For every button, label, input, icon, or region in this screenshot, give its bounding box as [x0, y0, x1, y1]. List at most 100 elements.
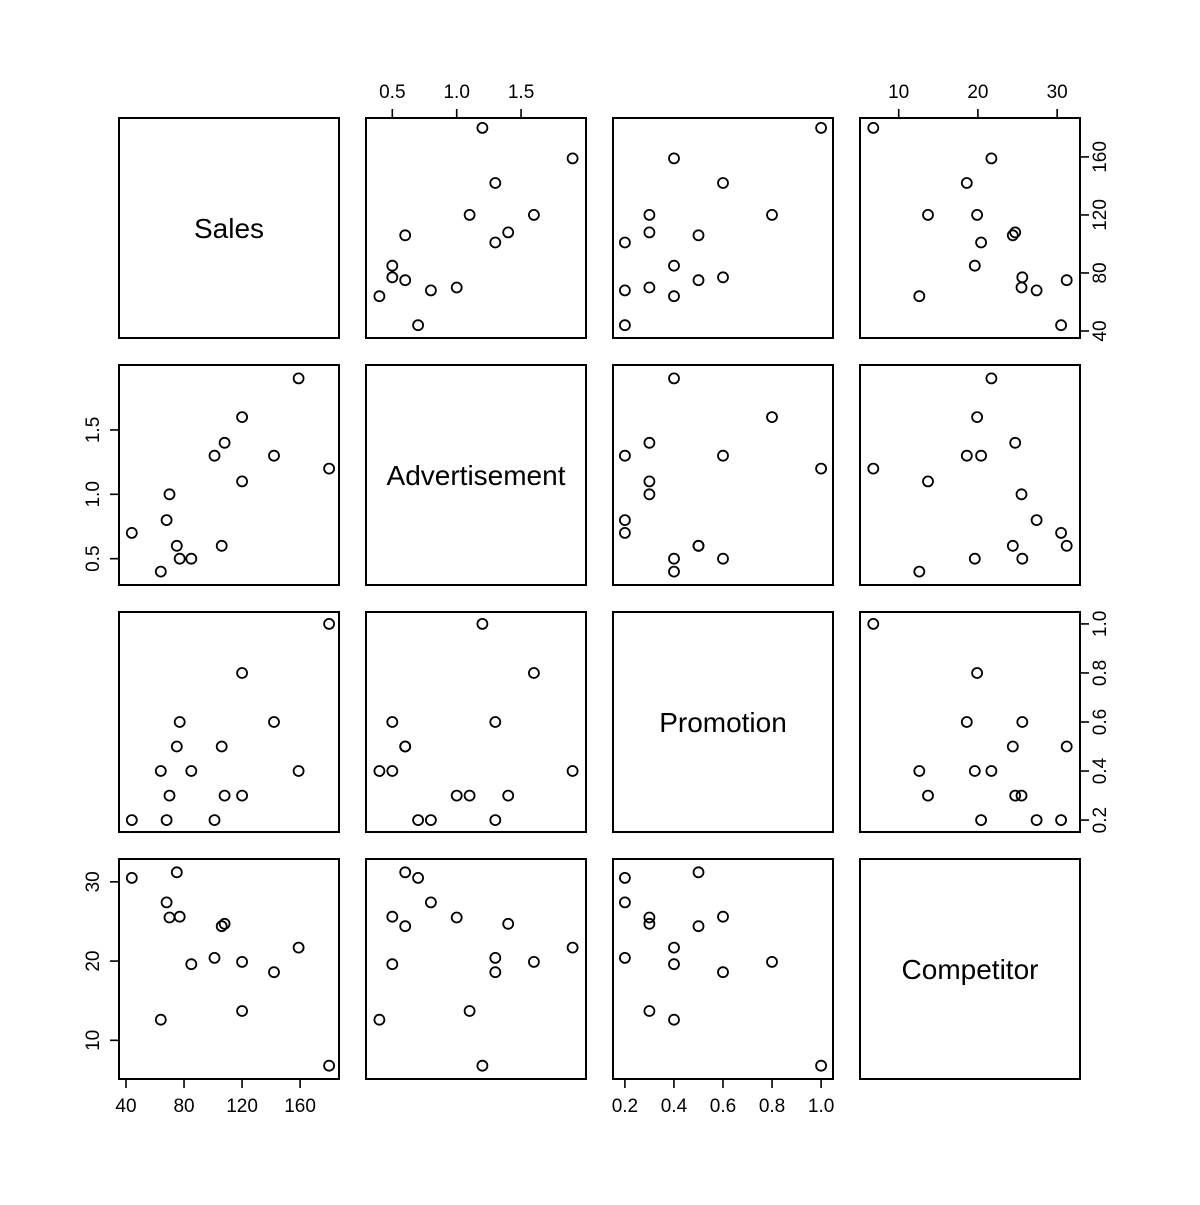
data-point-promotion-vs-sales-5: [218, 789, 231, 802]
panel-sales-vs-sales: [118, 117, 340, 339]
data-point-promotion-vs-competitor-2: [960, 716, 973, 728]
data-point-competitor-vs-sales-0: [323, 1059, 336, 1072]
data-point-promotion-vs-competitor-5: [1009, 789, 1022, 802]
data-point-promotion-vs-advertisement-11: [450, 789, 463, 802]
data-point-sales-vs-promotion-5: [643, 226, 656, 239]
data-point-promotion-vs-competitor-10: [1060, 740, 1073, 753]
data-point-promotion-vs-competitor-13: [913, 765, 926, 777]
data-point-advertisement-vs-promotion-5: [643, 436, 656, 449]
data-point-advertisement-vs-promotion-9: [717, 552, 729, 565]
data-point-promotion-vs-competitor-8: [968, 765, 981, 777]
data-point-sales-vs-advertisement-10: [399, 274, 412, 287]
data-point-competitor-vs-advertisement-3: [528, 956, 540, 968]
data-point-sales-vs-competitor-0: [867, 122, 880, 134]
data-point-sales-vs-promotion-9: [717, 271, 729, 284]
data-point-sales-vs-promotion-12: [619, 284, 631, 297]
data-point-advertisement-vs-competitor-1: [985, 372, 998, 385]
data-point-advertisement-vs-competitor-4: [922, 475, 934, 488]
data-point-advertisement-vs-sales-1: [292, 372, 305, 385]
data-point-sales-vs-competitor-3: [971, 208, 983, 221]
data-point-competitor-vs-promotion-4: [643, 1005, 656, 1017]
data-point-competitor-vs-advertisement-9: [386, 910, 399, 923]
data-point-competitor-vs-promotion-13: [668, 1013, 680, 1026]
panel-sales-vs-competitor: [859, 117, 1081, 339]
data-point-competitor-vs-advertisement-5: [502, 917, 515, 930]
data-point-sales-vs-promotion-14: [619, 319, 631, 332]
data-point-competitor-vs-sales-14: [125, 872, 138, 884]
panel-advertisement-vs-competitor: [859, 364, 1081, 586]
data-point-promotion-vs-sales-0: [323, 618, 336, 630]
data-point-competitor-vs-sales-3: [236, 956, 249, 968]
data-point-sales-vs-promotion-4: [643, 208, 656, 221]
y-tick-label-sales-2: 120: [1090, 199, 1111, 231]
data-point-advertisement-vs-promotion-3: [766, 411, 778, 424]
data-point-competitor-vs-sales-11: [163, 911, 176, 924]
data-point-competitor-vs-promotion-5: [643, 917, 656, 930]
y-tick-label-promotion-0: 0.2: [1090, 807, 1111, 833]
data-point-competitor-vs-advertisement-8: [386, 958, 399, 971]
data-point-sales-vs-promotion-11: [643, 281, 656, 294]
y-tick-label-advertisement-2: 1.5: [83, 417, 104, 443]
data-point-promotion-vs-sales-1: [292, 765, 305, 777]
data-point-sales-vs-competitor-10: [1060, 274, 1073, 287]
y-tick-label-advertisement-0: 0.5: [83, 545, 104, 571]
y-tick-label-competitor-1: 20: [83, 951, 104, 972]
y-tick-label-promotion-4: 1.0: [1090, 611, 1111, 637]
data-point-competitor-vs-promotion-10: [692, 866, 705, 879]
data-point-promotion-vs-advertisement-7: [489, 814, 502, 826]
data-point-competitor-vs-advertisement-13: [373, 1013, 386, 1026]
data-point-competitor-vs-advertisement-10: [399, 866, 412, 879]
data-point-competitor-vs-promotion-11: [643, 911, 656, 924]
data-point-advertisement-vs-sales-8: [185, 552, 198, 565]
x-tick-label-advertisement-1: 1.0: [443, 82, 469, 103]
data-point-promotion-vs-competitor-9: [1016, 716, 1029, 728]
data-point-promotion-vs-sales-3: [236, 667, 249, 679]
panel-promotion-vs-advertisement: [365, 611, 587, 833]
data-point-competitor-vs-sales-4: [236, 1005, 249, 1017]
x-tick-label-sales-1: 80: [173, 1096, 194, 1117]
data-point-competitor-vs-advertisement-14: [412, 872, 425, 884]
data-point-competitor-vs-sales-7: [208, 952, 221, 964]
data-point-promotion-vs-advertisement-5: [502, 789, 515, 802]
data-point-advertisement-vs-competitor-10: [1060, 539, 1073, 552]
data-point-advertisement-vs-promotion-8: [668, 552, 680, 565]
data-point-sales-vs-competitor-12: [1030, 284, 1043, 297]
data-point-advertisement-vs-competitor-3: [971, 411, 983, 424]
y-tick-label-sales-0: 40: [1090, 320, 1111, 341]
data-point-sales-vs-competitor-5: [1009, 226, 1022, 239]
data-point-competitor-vs-promotion-8: [668, 958, 680, 971]
x-tick-label-promotion-3: 0.8: [759, 1096, 785, 1117]
data-point-sales-vs-promotion-6: [692, 229, 705, 242]
x-tick-label-competitor-2: 30: [1047, 82, 1068, 103]
data-point-competitor-vs-sales-1: [292, 941, 305, 954]
data-point-promotion-vs-sales-9: [173, 716, 186, 728]
data-point-advertisement-vs-competitor-2: [960, 449, 973, 462]
data-point-competitor-vs-advertisement-6: [399, 920, 412, 933]
data-point-advertisement-vs-sales-2: [268, 449, 280, 462]
data-point-competitor-vs-sales-10: [170, 866, 183, 879]
data-point-competitor-vs-advertisement-1: [566, 941, 579, 954]
panel-advertisement-vs-sales: [118, 364, 340, 586]
data-point-advertisement-vs-sales-5: [218, 436, 231, 449]
data-point-competitor-vs-sales-6: [215, 920, 228, 933]
data-point-promotion-vs-competitor-1: [985, 765, 998, 777]
data-point-advertisement-vs-sales-9: [173, 552, 186, 565]
data-point-promotion-vs-advertisement-3: [528, 667, 540, 679]
data-point-promotion-vs-sales-6: [215, 740, 228, 753]
data-point-sales-vs-advertisement-14: [412, 319, 425, 332]
data-point-advertisement-vs-competitor-6: [1006, 539, 1019, 552]
y-tick-label-competitor-2: 30: [83, 871, 104, 892]
data-point-advertisement-vs-competitor-5: [1009, 436, 1022, 449]
data-point-competitor-vs-sales-12: [160, 896, 173, 909]
data-point-advertisement-vs-sales-10: [170, 539, 183, 552]
data-point-promotion-vs-competitor-6: [1006, 740, 1019, 753]
data-point-sales-vs-advertisement-12: [424, 284, 437, 297]
data-point-promotion-vs-competitor-12: [1030, 814, 1043, 826]
data-point-advertisement-vs-promotion-1: [668, 372, 680, 385]
data-point-promotion-vs-sales-13: [154, 765, 167, 777]
data-point-advertisement-vs-sales-0: [323, 462, 336, 475]
panel-sales-vs-advertisement: [365, 117, 587, 339]
data-point-sales-vs-competitor-9: [1016, 271, 1029, 284]
data-point-promotion-vs-sales-7: [208, 814, 221, 826]
